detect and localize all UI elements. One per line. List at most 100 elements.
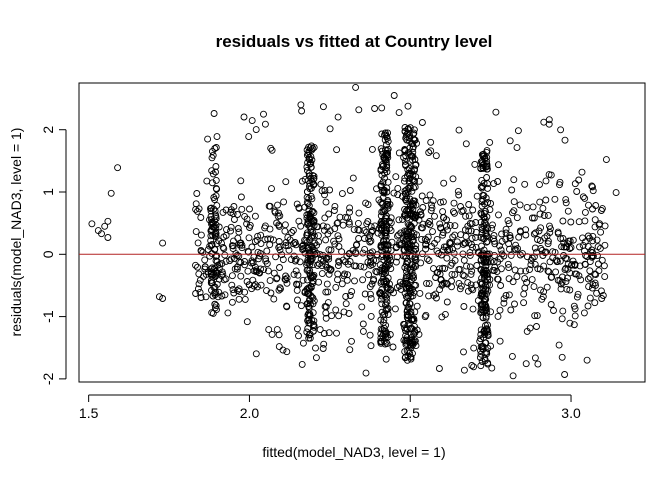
data-point	[383, 161, 391, 169]
data-point	[559, 217, 567, 225]
data-point	[266, 202, 274, 210]
data-point	[296, 258, 304, 266]
data-point	[543, 283, 551, 291]
data-point	[506, 137, 514, 145]
data-point	[425, 257, 433, 264]
data-point	[476, 337, 484, 345]
data-point	[567, 244, 575, 251]
data-point	[413, 326, 421, 334]
data-point	[468, 267, 476, 275]
data-point	[285, 246, 293, 254]
data-point	[401, 124, 409, 131]
data-point	[427, 207, 435, 215]
data-point	[469, 206, 477, 214]
data-point	[508, 352, 516, 360]
data-point	[573, 188, 581, 195]
data-point	[219, 243, 227, 251]
data-point	[215, 288, 223, 296]
data-point	[318, 262, 326, 270]
data-point	[335, 257, 343, 265]
data-point	[550, 307, 557, 314]
data-point	[563, 285, 571, 293]
data-point	[339, 221, 347, 229]
data-point	[348, 337, 355, 345]
data-point	[344, 214, 351, 222]
plot-frame	[78, 82, 646, 383]
data-point	[387, 257, 394, 264]
data-point	[479, 268, 487, 276]
data-point	[192, 290, 200, 297]
data-point	[454, 187, 462, 195]
data-point	[309, 248, 317, 256]
data-point	[468, 234, 476, 242]
data-point	[310, 143, 318, 151]
data-point	[529, 203, 537, 211]
data-point	[385, 261, 393, 268]
data-point	[270, 295, 278, 303]
data-point	[544, 237, 552, 245]
data-point	[197, 214, 205, 221]
data-point	[415, 330, 423, 338]
data-point	[204, 268, 212, 276]
data-point	[539, 293, 547, 301]
data-point	[312, 354, 320, 362]
data-point	[367, 258, 375, 265]
data-point	[336, 213, 344, 221]
data-point	[521, 284, 529, 292]
data-point	[394, 232, 401, 240]
data-point	[481, 216, 489, 224]
data-point	[484, 359, 492, 367]
data-point	[581, 261, 589, 269]
data-point	[510, 198, 518, 206]
data-point	[382, 355, 390, 363]
data-point	[477, 183, 485, 191]
data-point	[274, 201, 281, 209]
data-point	[448, 277, 455, 285]
data-point	[402, 260, 410, 268]
data-point	[379, 163, 387, 171]
data-point	[229, 242, 237, 250]
data-point	[369, 227, 377, 234]
y-tick-label: 1	[40, 188, 56, 196]
data-point	[376, 288, 384, 296]
data-point	[310, 232, 318, 240]
data-point	[507, 306, 515, 314]
data-point	[533, 323, 540, 330]
data-point	[423, 237, 431, 245]
data-point	[509, 372, 517, 380]
data-point	[441, 310, 449, 318]
data-point	[467, 227, 475, 235]
data-point	[321, 187, 329, 194]
data-point	[402, 196, 410, 204]
data-point	[253, 268, 261, 276]
data-point	[378, 130, 386, 138]
data-point	[476, 354, 484, 361]
data-point	[381, 174, 388, 182]
data-point	[450, 199, 458, 207]
data-point	[460, 256, 468, 264]
data-point	[346, 208, 353, 216]
data-point	[472, 233, 480, 241]
data-point	[231, 265, 239, 273]
data-point	[245, 248, 252, 256]
data-point	[481, 349, 489, 357]
data-point	[502, 292, 510, 299]
data-point	[487, 342, 495, 350]
data-point	[440, 179, 448, 187]
data-point	[241, 261, 249, 269]
data-point	[313, 250, 321, 257]
data-point	[230, 289, 238, 297]
data-point	[531, 312, 539, 320]
data-point	[208, 219, 216, 227]
data-point	[404, 352, 412, 360]
data-point	[305, 316, 313, 324]
data-point	[284, 242, 292, 250]
data-point	[295, 217, 303, 225]
data-point	[466, 263, 474, 271]
data-point	[407, 316, 415, 324]
data-point	[409, 292, 417, 300]
data-point	[204, 135, 212, 143]
data-point	[439, 280, 447, 288]
data-point	[406, 240, 414, 248]
data-point	[338, 248, 346, 256]
